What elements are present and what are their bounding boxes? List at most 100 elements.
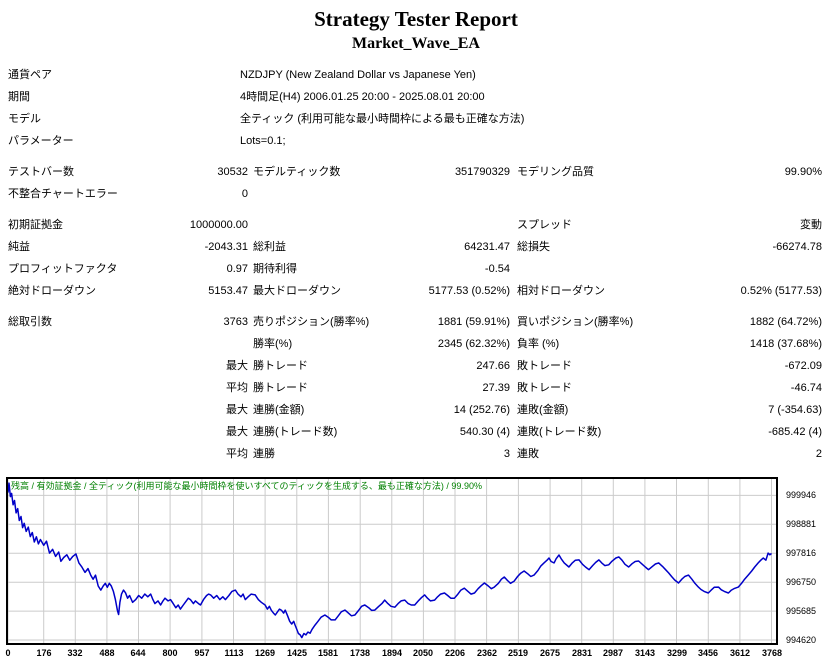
info-label: 通貨ペア <box>8 69 52 81</box>
stat-row: 絶対ドローダウン 5153.47 最大ドローダウン 5177.53 (0.52%) 相対… <box>0 280 832 302</box>
stat-value: -2043.31 <box>204 241 248 253</box>
stat-row: 平均 連勝 3 連敗 2 <box>0 443 832 465</box>
x-axis-label: 1738 <box>349 648 371 658</box>
chart-legend-text: 残高 / 有効証拠金 / 全ティック(利用可能な最小時間枠を使いすべてのティック… <box>11 481 482 491</box>
stat-row: 平均 勝トレード 27.39 敗トレード -46.74 <box>0 377 832 399</box>
x-axis-label: 1894 <box>381 648 403 658</box>
x-axis-label: 1581 <box>317 648 339 658</box>
stat-value: 27.39 <box>482 382 510 394</box>
stat-value: 平均 <box>226 448 248 460</box>
x-axis-label: 3299 <box>666 648 688 658</box>
stat-label: 売りポジション(勝率%) <box>253 316 370 328</box>
x-axis-label: 1113 <box>224 648 244 658</box>
x-axis-label: 3143 <box>634 648 656 658</box>
stat-label: 負率 (%) <box>517 338 560 350</box>
stat-label: 総損失 <box>517 241 550 253</box>
results-section: テストバー数 30532 モデルティック数 351790329 モデリング品質 99.90… <box>0 161 832 465</box>
info-label: パラメーター <box>8 135 74 147</box>
report-header: Strategy Tester Report Market_Wave_EA <box>0 6 832 55</box>
stat-value <box>166 333 248 355</box>
stat-label: 連勝 <box>253 448 275 460</box>
stat-value: -46.74 <box>790 382 822 394</box>
stat-row: 純益 -2043.31 総利益 64231.47 総損失 -66274.78 <box>0 236 832 258</box>
settings-section: 通貨ペア NZDJPY (New Zealand Dollar vs Japane… <box>0 64 832 152</box>
stat-label <box>8 355 166 377</box>
stat-value: 3763 <box>223 316 248 328</box>
x-axis-label: 176 <box>36 648 52 658</box>
stat-label <box>8 377 166 399</box>
stat-value: 1881 (59.91%) <box>437 316 510 328</box>
stat-label: 連敗(金額) <box>517 404 569 416</box>
stat-label: プロフィットファクタ <box>8 263 118 275</box>
stat-row: 最大 連勝(金額) 14 (252.76) 連敗(金額) 7 (-354.63) <box>0 399 832 421</box>
stat-label: 純益 <box>8 241 30 253</box>
stat-row: 不整合チャートエラー 0 <box>0 183 832 205</box>
stat-label: 勝率(%) <box>253 338 293 350</box>
report-title: Strategy Tester Report <box>314 7 518 31</box>
stat-value: 変動 <box>800 219 822 231</box>
stat-group: 初期証拠金 1000000.00 スプレッド 変動 純益 -2043.31 総利益 64231… <box>0 214 832 302</box>
stat-label <box>8 443 166 465</box>
stat-value: 0.97 <box>226 263 248 275</box>
x-axis-label: 1425 <box>286 648 308 658</box>
stat-label: モデリング品質 <box>517 166 594 178</box>
x-axis-label: 957 <box>194 648 210 658</box>
x-axis-label: 2206 <box>444 648 466 658</box>
balance-graph-section: 残高 / 有効証拠金 / 全ティック(利用可能な最小時間枠を使いすべてのティック… <box>5 477 832 663</box>
y-axis-label: 999946 <box>786 490 817 500</box>
balance-line-chart <box>8 479 776 643</box>
stat-row: 勝率(%) 2345 (62.32%) 負率 (%) 1418 (37.68%) <box>0 333 832 355</box>
y-axis-label: 994620 <box>786 635 817 645</box>
stat-value: 0 <box>241 188 248 200</box>
stat-value: 最大 <box>226 404 248 416</box>
balance-graph: 残高 / 有効証拠金 / 全ティック(利用可能な最小時間枠を使いすべてのティック… <box>6 477 832 645</box>
stat-label: 敗トレード <box>517 360 572 372</box>
info-value: 4時間足(H4) 2006.01.25 20:00 - 2025.08.01 2… <box>240 91 485 103</box>
stat-value: 0.52% (5177.53) <box>740 285 822 297</box>
stat-label <box>248 183 398 205</box>
stat-row: 最大 勝トレード 247.66 敗トレード -672.09 <box>0 355 832 377</box>
stat-value: 2 <box>815 448 822 460</box>
stat-label: 連敗(トレード数) <box>517 426 602 438</box>
info-value: NZDJPY (New Zealand Dollar vs Japanese Y… <box>240 69 476 81</box>
stat-label <box>8 333 166 355</box>
x-axis-label: 644 <box>130 648 146 658</box>
stat-value <box>398 214 510 236</box>
stat-label <box>248 214 398 236</box>
x-axis-label: 3456 <box>697 648 719 658</box>
stat-label: 勝トレード <box>253 360 308 372</box>
stat-label: 相対ドローダウン <box>517 285 605 297</box>
stat-group: テストバー数 30532 モデルティック数 351790329 モデリング品質 99.90… <box>0 161 832 205</box>
stat-value: 1418 (37.68%) <box>749 338 822 350</box>
stat-value: 平均 <box>226 382 248 394</box>
x-axis-label: 1269 <box>254 648 276 658</box>
stat-label: 絶対ドローダウン <box>8 285 96 297</box>
stat-label: 総取引数 <box>8 316 52 328</box>
stat-row: テストバー数 30532 モデルティック数 351790329 モデリング品質 99.90… <box>0 161 832 183</box>
y-axis-label: 997816 <box>786 548 817 558</box>
stat-row: プロフィットファクタ 0.97 期待利得 -0.54 <box>0 258 832 280</box>
x-axis-label: 488 <box>99 648 115 658</box>
stat-label: 最大ドローダウン <box>253 285 341 297</box>
info-row: 期間 4時間足(H4) 2006.01.25 20:00 - 2025.08.01… <box>0 86 832 108</box>
info-row: パラメーター Lots=0.1; <box>0 130 832 152</box>
x-axis-label: 2362 <box>476 648 498 658</box>
stat-value: -672.09 <box>784 360 822 372</box>
stat-value: 7 (-354.63) <box>768 404 822 416</box>
stat-value: 1882 (64.72%) <box>749 316 822 328</box>
x-axis-label: 3612 <box>729 648 751 658</box>
stat-value: -66274.78 <box>772 241 822 253</box>
stat-label <box>510 258 682 280</box>
stat-label: 期待利得 <box>253 263 297 275</box>
info-row: 通貨ペア NZDJPY (New Zealand Dollar vs Japane… <box>0 64 832 86</box>
stat-value: 540.30 (4) <box>459 426 510 438</box>
stat-row: 総取引数 3763 売りポジション(勝率%) 1881 (59.91%) 買いポジション… <box>0 311 832 333</box>
stat-value: 2345 (62.32%) <box>437 338 510 350</box>
stat-value: 最大 <box>226 426 248 438</box>
stat-label: モデルティック数 <box>253 166 341 178</box>
strategy-tester-report: Strategy Tester Report Market_Wave_EA 通貨… <box>0 6 832 663</box>
stat-label: 総利益 <box>253 241 286 253</box>
y-axis-label: 996750 <box>786 577 817 587</box>
stat-label: スプレッド <box>517 219 572 231</box>
x-axis-label: 332 <box>67 648 83 658</box>
